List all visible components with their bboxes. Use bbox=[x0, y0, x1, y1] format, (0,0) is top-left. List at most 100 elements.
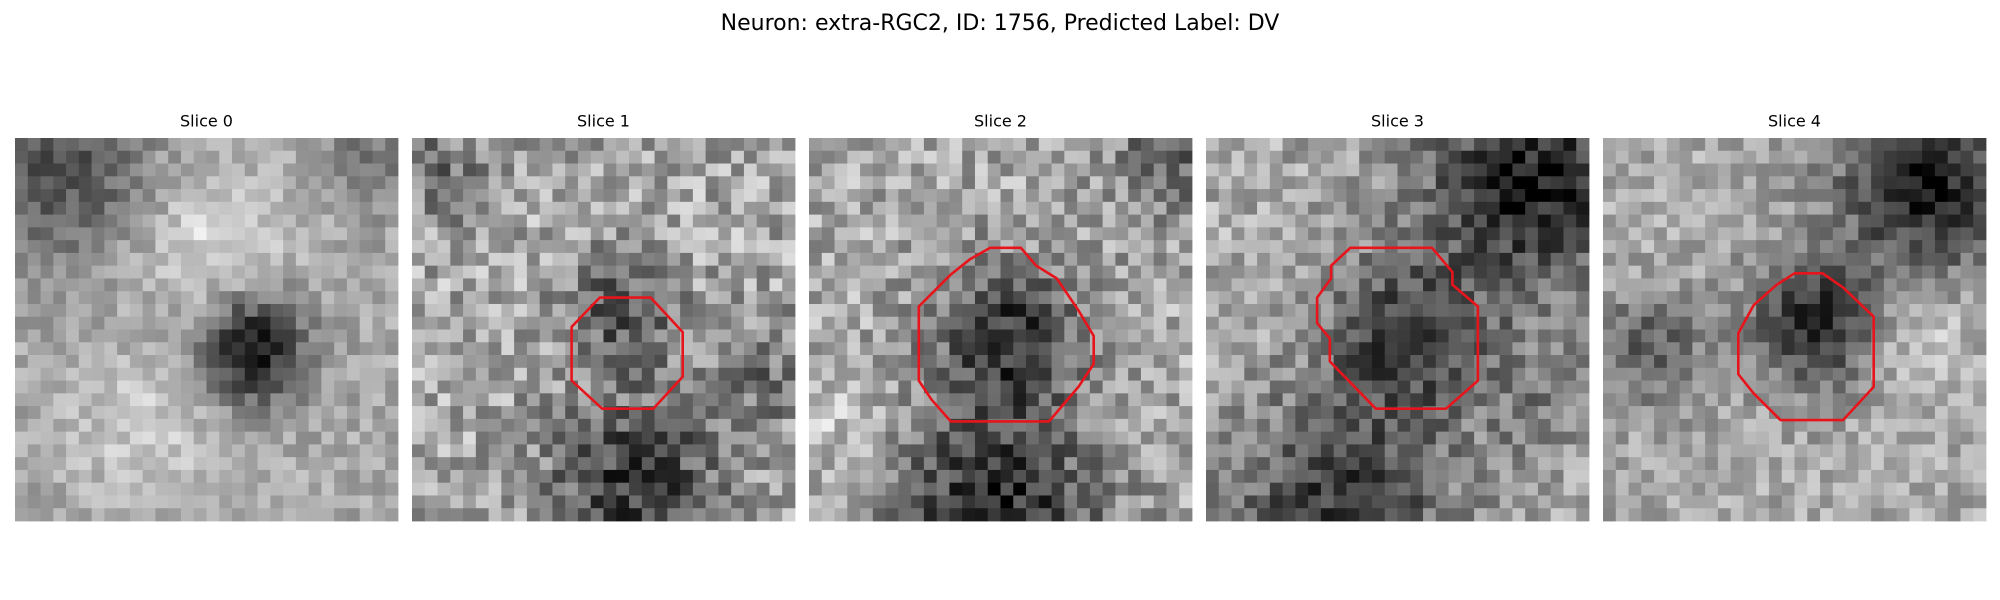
pixel bbox=[1384, 380, 1398, 394]
pixel bbox=[1717, 265, 1732, 279]
pixel bbox=[974, 214, 989, 228]
pixel bbox=[1537, 380, 1552, 394]
pixel bbox=[911, 482, 925, 496]
pixel bbox=[629, 163, 643, 177]
pixel bbox=[15, 444, 29, 458]
pixel bbox=[27, 265, 41, 279]
pixel bbox=[962, 508, 976, 522]
pixel bbox=[1973, 214, 1987, 228]
pixel bbox=[295, 189, 310, 203]
pixel bbox=[437, 303, 451, 318]
pixel bbox=[1794, 431, 1808, 445]
pixel bbox=[321, 291, 335, 305]
pixel bbox=[232, 482, 246, 496]
pixel bbox=[78, 444, 92, 458]
pixel bbox=[1563, 367, 1577, 381]
pixel bbox=[1206, 227, 1220, 241]
pixel bbox=[359, 380, 373, 394]
pixel bbox=[424, 329, 438, 343]
pixel bbox=[1666, 316, 1680, 330]
pixel bbox=[1576, 418, 1590, 433]
pixel bbox=[526, 265, 541, 279]
pixel bbox=[1051, 163, 1065, 177]
pixel bbox=[514, 240, 528, 254]
pixel bbox=[1960, 482, 1974, 496]
pixel bbox=[834, 431, 848, 445]
pixel bbox=[1563, 444, 1577, 458]
pixel bbox=[1603, 176, 1617, 190]
pixel bbox=[66, 291, 80, 305]
pixel bbox=[654, 214, 668, 228]
pixel bbox=[1051, 189, 1065, 203]
pixel bbox=[463, 227, 477, 241]
pixel bbox=[1934, 252, 1949, 267]
pixel bbox=[283, 240, 297, 254]
pixel bbox=[1922, 201, 1936, 215]
pixel bbox=[1051, 418, 1065, 433]
pixel bbox=[437, 265, 451, 279]
pixel bbox=[295, 329, 310, 343]
pixel bbox=[488, 214, 502, 228]
pixel bbox=[1832, 469, 1846, 484]
pixel bbox=[1333, 508, 1347, 522]
pixel bbox=[616, 189, 630, 203]
pixel bbox=[552, 367, 566, 381]
pixel bbox=[1679, 163, 1693, 177]
pixel bbox=[257, 163, 271, 177]
pixel bbox=[1308, 393, 1322, 407]
pixel bbox=[1666, 278, 1680, 292]
pixel bbox=[898, 227, 912, 241]
pixel bbox=[1038, 367, 1052, 381]
pixel bbox=[1615, 482, 1629, 496]
pixel bbox=[501, 240, 515, 254]
pixel bbox=[1179, 240, 1193, 254]
pixel bbox=[1179, 367, 1193, 381]
pixel bbox=[911, 469, 925, 484]
pixel bbox=[911, 393, 925, 407]
pixel bbox=[308, 201, 322, 215]
pixel bbox=[731, 291, 745, 305]
pixel bbox=[743, 303, 758, 318]
pixel bbox=[40, 444, 54, 458]
pixel bbox=[142, 508, 156, 522]
pixel bbox=[667, 265, 681, 279]
pixel bbox=[1257, 355, 1271, 369]
pixel bbox=[321, 380, 335, 394]
pixel bbox=[667, 355, 681, 369]
pixel bbox=[15, 150, 29, 164]
pixel bbox=[232, 444, 246, 458]
pixel bbox=[27, 329, 41, 343]
pixel bbox=[1423, 316, 1437, 330]
pixel bbox=[974, 367, 989, 381]
pixel bbox=[321, 150, 335, 164]
pixel bbox=[860, 457, 874, 471]
pixel bbox=[898, 150, 912, 164]
pixel bbox=[53, 469, 67, 484]
pixel bbox=[1550, 367, 1564, 381]
pixel bbox=[743, 444, 758, 458]
pixel bbox=[898, 252, 912, 267]
pixel bbox=[1051, 444, 1065, 458]
pixel bbox=[834, 355, 848, 369]
pixel bbox=[1128, 316, 1142, 330]
pixel bbox=[1474, 227, 1488, 241]
pixel bbox=[654, 329, 668, 343]
pixel bbox=[1883, 227, 1898, 241]
pixel bbox=[1768, 227, 1783, 241]
pixel bbox=[219, 329, 233, 343]
pixel bbox=[66, 176, 80, 190]
pixel bbox=[1909, 482, 1923, 496]
pixel bbox=[1692, 176, 1706, 190]
pixel bbox=[756, 418, 770, 433]
pixel bbox=[769, 291, 783, 305]
pixel bbox=[1486, 150, 1501, 164]
pixel bbox=[1231, 278, 1245, 292]
pixel bbox=[603, 457, 617, 471]
pixel bbox=[1461, 380, 1475, 394]
pixel bbox=[1218, 380, 1232, 394]
pixel bbox=[936, 342, 950, 356]
pixel bbox=[40, 380, 54, 394]
pixel bbox=[1474, 240, 1488, 254]
pixel bbox=[629, 367, 643, 381]
